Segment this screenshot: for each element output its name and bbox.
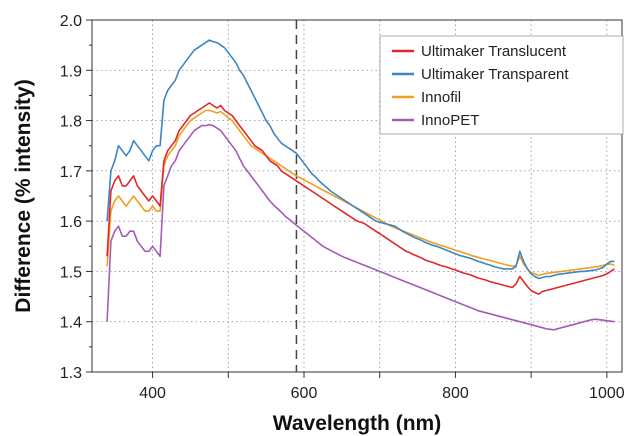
series-line-innopet [106, 123, 615, 331]
y-tick-label: 1.6 [60, 214, 82, 231]
series-lines [106, 39, 615, 331]
x-tick-label: 800 [442, 385, 469, 402]
x-axis-label: Wavelength (nm) [273, 412, 441, 435]
y-tick-label: 1.9 [60, 63, 82, 80]
y-tick-label: 1.7 [60, 164, 82, 181]
legend-label-0: Ultimaker Translucent [421, 43, 567, 60]
y-tick-label: 1.3 [60, 365, 82, 382]
legend-label-1: Ultimaker Transparent [421, 66, 569, 83]
axis-ticks: 400 600 800 1000 1.3 1.4 1.5 1.6 1.7 1.8 1.9 2.0 [60, 13, 625, 402]
legend: Ultimaker Translucent Ultimaker Transpar… [379, 35, 624, 135]
y-axis-label: Difference (% intensity) [12, 79, 35, 312]
legend-label-2: Innofil [421, 89, 461, 106]
x-tick-label: 600 [291, 385, 318, 402]
series-line-ultimaker-transparent [106, 39, 615, 280]
series-line-ultimaker-translucent [106, 102, 615, 295]
y-tick-label: 1.4 [60, 315, 82, 332]
y-tick-label: 1.8 [60, 114, 82, 131]
x-tick-label: 1000 [589, 385, 625, 402]
x-tick-label: 400 [139, 385, 166, 402]
legend-box [379, 35, 624, 135]
legend-label-3: InnoPET [421, 112, 479, 129]
y-tick-label: 2.0 [60, 13, 82, 30]
y-tick-label: 1.5 [60, 264, 82, 281]
